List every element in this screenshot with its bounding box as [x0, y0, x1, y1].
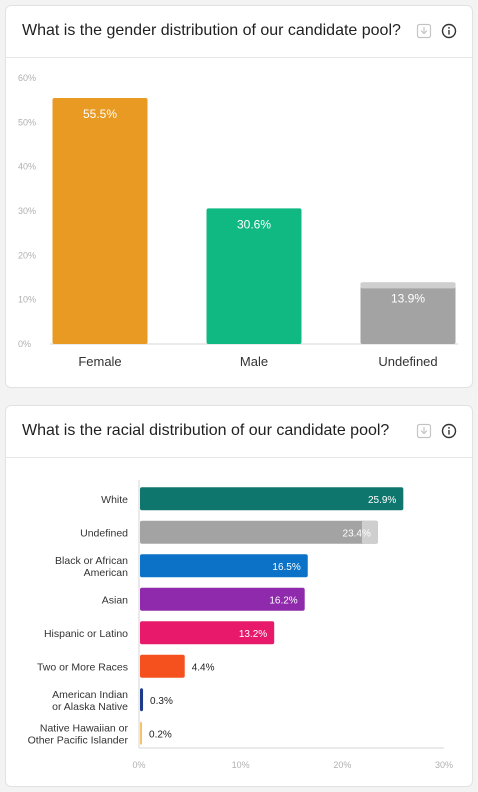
bar-rect[interactable] — [140, 554, 308, 578]
hbar-3[interactable] — [140, 587, 305, 611]
y-tick-label: 10% — [18, 295, 36, 305]
x-category-label: Male — [240, 354, 268, 369]
bar-highlight — [361, 520, 378, 544]
bar-value-label: 16.2% — [269, 595, 297, 606]
bar-rect[interactable] — [52, 97, 148, 344]
bar-value-label: 4.4% — [192, 662, 215, 673]
y-category-label: Native Hawaiian or — [40, 722, 129, 734]
hbar-6[interactable] — [140, 688, 144, 712]
y-category-label: Hispanic or Latino — [44, 628, 128, 640]
race-chart-title: What is the racial distribution of our c… — [22, 422, 390, 439]
bar-value-label: 16.5% — [272, 562, 300, 573]
bar-undefined[interactable] — [360, 282, 456, 344]
y-category-label: White — [101, 494, 128, 506]
hbar-5[interactable] — [140, 654, 185, 678]
x-tick-label: 0% — [132, 760, 145, 770]
y-tick-label: 60% — [18, 73, 36, 83]
bar-rect[interactable] — [140, 587, 305, 611]
y-tick-label: 40% — [18, 162, 36, 172]
info-icon[interactable] — [441, 423, 457, 439]
bar-value-label: 0.3% — [150, 696, 173, 707]
bar-male[interactable] — [206, 208, 302, 344]
y-category-label: Undefined — [80, 527, 128, 539]
download-icon[interactable] — [416, 423, 432, 439]
bar-highlight — [360, 282, 456, 289]
race-card-header: What is the racial distribution of our c… — [6, 406, 472, 458]
y-category-label: American Indian — [52, 689, 128, 701]
download-icon[interactable] — [416, 23, 432, 39]
hbar-0[interactable] — [140, 487, 404, 511]
y-tick-label: 50% — [18, 117, 36, 127]
x-category-label: Undefined — [378, 354, 437, 369]
gender-card-header: What is the gender distribution of our c… — [6, 6, 472, 58]
bar-rect[interactable] — [140, 487, 404, 511]
y-category-label: Black or African — [55, 555, 128, 567]
bar-rect[interactable] — [140, 621, 275, 645]
x-tick-label: 20% — [333, 760, 351, 770]
y-category-label: Two or More Races — [37, 661, 128, 673]
bar-value-label: 55.5% — [83, 107, 117, 121]
bar-rect[interactable] — [140, 688, 144, 712]
bar-value-label: 0.2% — [149, 729, 172, 740]
bar-rect[interactable] — [206, 208, 302, 344]
gender-bar-chart: 0% 10% 20% 30% 40% 50% 60% 55.5% Female 30.6% Male… — [18, 73, 458, 369]
hbar-2[interactable] — [140, 554, 308, 578]
bar-female[interactable] — [52, 97, 148, 344]
y-tick-label: 20% — [18, 250, 36, 260]
bar-value-label: 23.4% — [343, 528, 371, 539]
bar-rect[interactable] — [360, 282, 456, 344]
hbar-4[interactable] — [140, 621, 275, 645]
bar-value-label: 25.9% — [368, 495, 396, 506]
x-tick-label: 30% — [435, 760, 453, 770]
y-tick-label: 30% — [18, 206, 36, 216]
x-tick-label: 10% — [232, 760, 250, 770]
bar-rect[interactable] — [140, 721, 143, 745]
info-icon[interactable] — [441, 23, 457, 39]
bar-value-label: 13.2% — [239, 629, 267, 640]
y-category-label: or Alaska Native — [52, 701, 128, 713]
y-category-label: Other Pacific Islander — [28, 734, 129, 746]
bar-value-label: 30.6% — [237, 217, 271, 231]
bar-rect[interactable] — [140, 654, 185, 678]
bar-value-label: 13.9% — [391, 291, 425, 305]
racial-distribution-card: What is the racial distribution of our c… — [5, 405, 473, 787]
y-category-label: Asian — [102, 594, 128, 606]
x-category-label: Female — [78, 354, 121, 369]
race-bar-chart: 0% 10% 20% 30% 25.9% White 23.4% Undefined 16.5%… — [28, 480, 453, 770]
y-tick-label: 0% — [18, 339, 31, 349]
gender-chart-title: What is the gender distribution of our c… — [22, 22, 401, 39]
gender-distribution-card: What is the gender distribution of our c… — [5, 5, 473, 388]
hbar-7[interactable] — [140, 721, 143, 745]
bar-rect[interactable] — [140, 520, 378, 544]
hbar-1[interactable] — [140, 520, 378, 544]
y-category-label: American — [84, 567, 129, 579]
